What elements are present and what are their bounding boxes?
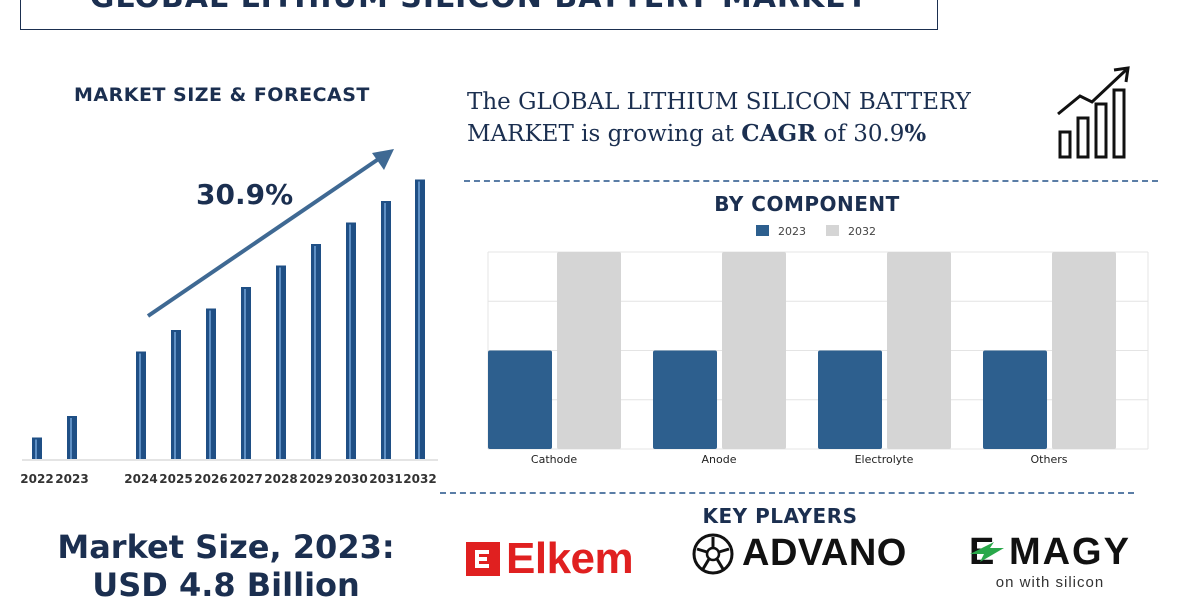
enmagy-tagline: on with silicon — [995, 574, 1105, 591]
cagr-arrow — [146, 149, 394, 318]
elkem-name: Elkem — [506, 534, 634, 583]
component-tick-label: Others — [1031, 453, 1068, 466]
forecast-bar-highlight — [70, 418, 72, 459]
growth-pct: % — [904, 120, 927, 147]
growth-cagr-word: CAGR — [741, 120, 817, 147]
component-bar — [557, 252, 621, 449]
legend-swatch — [826, 225, 839, 236]
forecast-tick-label: 2029 — [299, 472, 332, 486]
growth-prefix: The GLOBAL LITHIUM SILICON BATTERY MARKE… — [467, 89, 971, 147]
legend-label: 2032 — [848, 225, 876, 238]
forecast-bar-highlight — [35, 439, 37, 459]
component-bar — [818, 350, 882, 449]
forecast-bar-highlight — [174, 332, 176, 459]
forecast-chart: 2022 2023 2024 2025 2026 2027 2028 2029 2030 2031… — [20, 149, 438, 486]
forecast-tick-label: 2032 — [403, 472, 436, 486]
component-heading: BY COMPONENT — [714, 192, 900, 216]
forecast-tick-label: 2028 — [264, 472, 297, 486]
market-size-label: Market Size, 2023: — [57, 528, 395, 566]
market-size-value: USD 4.8 Billion — [92, 566, 360, 604]
component-tick-label: Electrolyte — [855, 453, 914, 466]
forecast-bar-highlight — [314, 246, 316, 459]
page-title: GLOBAL LITHIUM SILICON BATTERY MARKET — [21, 0, 937, 13]
component-bar — [653, 350, 717, 449]
growth-chart-icon — [1057, 66, 1130, 159]
forecast-tick-label: 2024 — [124, 472, 157, 486]
forecast-heading: MARKET SIZE & FORECAST — [74, 84, 370, 106]
legend-label: 2023 — [778, 225, 806, 238]
forecast-tick-label: 2031 — [369, 472, 402, 486]
cagr-annotation: 30.9% — [196, 178, 294, 211]
forecast-bar-highlight — [139, 353, 141, 459]
component-bar — [1052, 252, 1116, 449]
component-legend: 2023 2032 — [756, 225, 876, 238]
forecast-tick-label: 2027 — [229, 472, 262, 486]
growth-statement: The GLOBAL LITHIUM SILICON BATTERY MARKE… — [467, 86, 1027, 150]
forecast-tick-label: 2023 — [55, 472, 88, 486]
component-bar — [983, 350, 1047, 449]
title-box: GLOBAL LITHIUM SILICON BATTERY MARKET — [20, 0, 938, 30]
elkem-logo-icon — [466, 542, 500, 576]
advano-logo: ADVANO — [692, 532, 907, 575]
enmagy-logo: E MAGY on with silicon — [940, 532, 1160, 591]
forecast-tick-label: 2025 — [159, 472, 192, 486]
component-bar — [887, 252, 951, 449]
elkem-logo: Elkem — [466, 534, 634, 584]
component-tick-label: Anode — [702, 453, 737, 466]
forecast-bar-highlight — [244, 289, 246, 459]
forecast-bar-highlight — [209, 310, 211, 459]
forecast-tick-label: 2026 — [194, 472, 227, 486]
forecast-bar-highlight — [384, 203, 386, 459]
divider-bottom — [440, 492, 1134, 494]
forecast-bar-highlight — [418, 181, 420, 459]
forecast-tick-label: 2022 — [20, 472, 53, 486]
legend-swatch — [756, 225, 769, 236]
growth-of: of 30.9 — [816, 121, 905, 147]
component-chart: 2023 2032 Cathode Anode Electrolyte Others — [487, 225, 1149, 466]
forecast-bar-highlight — [279, 267, 281, 459]
component-bar — [722, 252, 786, 449]
advano-logo-icon — [692, 533, 734, 574]
advano-name: ADVANO — [742, 532, 907, 574]
forecast-bar-highlight — [349, 224, 351, 459]
enmagy-logo-icon — [970, 542, 1004, 562]
key-players-heading: KEY PLAYERS — [702, 504, 858, 528]
forecast-tick-label: 2030 — [334, 472, 367, 486]
component-bar — [488, 350, 552, 449]
divider-top — [464, 180, 1158, 182]
component-tick-label: Cathode — [531, 453, 577, 466]
